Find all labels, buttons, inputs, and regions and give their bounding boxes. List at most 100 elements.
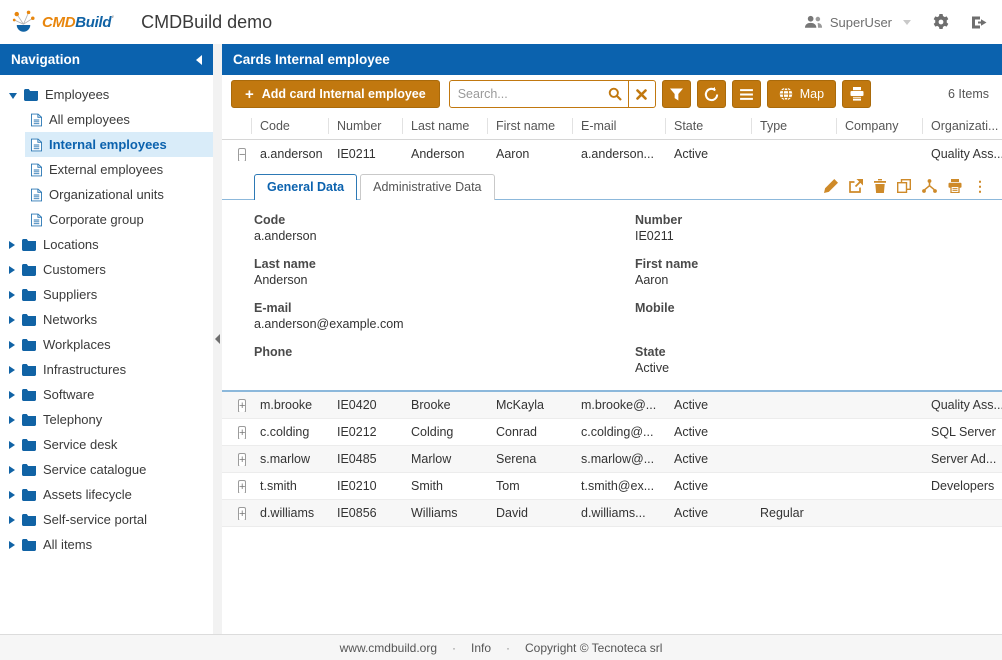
- sidebar-item-organizational-units[interactable]: Organizational units: [0, 182, 213, 207]
- grid-menu-button[interactable]: [731, 80, 761, 108]
- expand-row-icon[interactable]: +: [238, 426, 247, 439]
- sidebar-item-self-service-portal[interactable]: Self-service portal: [0, 507, 213, 532]
- print-button[interactable]: [842, 80, 872, 108]
- search-clear-button[interactable]: [629, 88, 655, 100]
- plus-icon: +: [245, 85, 254, 103]
- grid-header: Code Number Last name First name E-mail …: [222, 113, 1002, 140]
- caret-right-icon[interactable]: [9, 365, 15, 374]
- sidebar-item-telephony[interactable]: Telephony: [0, 407, 213, 432]
- table-row[interactable]: + c.colding IE0212 Colding Conrad c.cold…: [222, 419, 1002, 446]
- sidebar-item-service-catalogue[interactable]: Service catalogue: [0, 457, 213, 482]
- sidebar-collapse-icon[interactable]: [196, 54, 202, 65]
- main-panel: Cards Internal employee + Add card Inter…: [222, 44, 1002, 634]
- add-card-button[interactable]: + Add card Internal employee: [231, 80, 440, 108]
- column-email[interactable]: E-mail: [573, 118, 666, 134]
- expand-row-icon[interactable]: +: [238, 399, 247, 412]
- sidebar-item-internal-employees[interactable]: Internal employees: [25, 132, 213, 157]
- top-bar: CMDBuild' CMDBuild demo SuperUser: [0, 0, 1002, 44]
- caret-right-icon[interactable]: [9, 515, 15, 524]
- refresh-button[interactable]: [696, 80, 726, 108]
- sidebar-item-suppliers[interactable]: Suppliers: [0, 282, 213, 307]
- delete-card-button[interactable]: [874, 179, 886, 193]
- class-icon: [31, 138, 42, 152]
- column-type[interactable]: Type: [752, 118, 837, 134]
- more-actions-button[interactable]: ⋮: [973, 178, 987, 194]
- trash-icon: [874, 179, 886, 193]
- caret-right-icon[interactable]: [9, 340, 15, 349]
- tab-administrative-data[interactable]: Administrative Data: [360, 174, 495, 200]
- caret-right-icon[interactable]: [9, 240, 15, 249]
- map-button[interactable]: Map: [766, 80, 837, 108]
- footer-link-website[interactable]: www.cmdbuild.org: [339, 640, 437, 655]
- tab-general-data[interactable]: General Data: [254, 174, 358, 200]
- caret-right-icon[interactable]: [9, 490, 15, 499]
- navigation-header: Navigation: [0, 44, 213, 75]
- sidebar-item-all-items[interactable]: All items: [0, 532, 213, 557]
- caret-right-icon[interactable]: [9, 290, 15, 299]
- table-row[interactable]: + s.marlow IE0485 Marlow Serena s.marlow…: [222, 446, 1002, 473]
- caret-right-icon[interactable]: [9, 415, 15, 424]
- pencil-icon: [824, 179, 838, 193]
- column-code[interactable]: Code: [252, 118, 329, 134]
- table-row[interactable]: + m.brooke IE0420 Brooke McKayla m.brook…: [222, 392, 1002, 419]
- column-last-name[interactable]: Last name: [403, 118, 488, 134]
- sidebar-item-software[interactable]: Software: [0, 382, 213, 407]
- sidebar-item-external-employees[interactable]: External employees: [0, 157, 213, 182]
- column-number[interactable]: Number: [329, 118, 403, 134]
- column-company[interactable]: Company: [837, 118, 923, 134]
- search-input[interactable]: [449, 87, 602, 101]
- clone-card-button[interactable]: [897, 179, 911, 193]
- caret-right-icon[interactable]: [9, 265, 15, 274]
- splitter-collapse-icon[interactable]: [215, 334, 220, 344]
- sidebar-item-all-employees[interactable]: All employees: [0, 107, 213, 132]
- sidebar-item-corporate-group[interactable]: Corporate group: [0, 207, 213, 232]
- search-submit-button[interactable]: [602, 87, 628, 101]
- grid-empty-area: [222, 527, 1002, 634]
- column-state[interactable]: State: [666, 118, 752, 134]
- footer-link-info[interactable]: Info: [471, 640, 492, 655]
- sidebar-item-customers[interactable]: Customers: [0, 257, 213, 282]
- caret-right-icon[interactable]: [9, 465, 15, 474]
- folder-icon: [22, 513, 36, 526]
- sidebar-item-infrastructures[interactable]: Infrastructures: [0, 357, 213, 382]
- edit-card-button[interactable]: [824, 179, 838, 193]
- caret-right-icon[interactable]: [9, 315, 15, 324]
- table-row[interactable]: + d.williams IE0856 Williams David d.wil…: [222, 500, 1002, 527]
- column-organization[interactable]: Organizati...: [931, 119, 999, 133]
- logout-button[interactable]: [971, 15, 988, 30]
- cards-header: Cards Internal employee: [222, 44, 1002, 75]
- sidebar-item-networks[interactable]: Networks: [0, 307, 213, 332]
- user-group-icon: [804, 15, 822, 28]
- expand-row-icon[interactable]: +: [238, 507, 247, 520]
- user-menu[interactable]: SuperUser: [804, 15, 911, 30]
- sidebar-item-locations[interactable]: Locations: [0, 232, 213, 257]
- open-card-window-button[interactable]: [849, 179, 863, 193]
- settings-button[interactable]: [933, 14, 949, 30]
- relations-graph-button[interactable]: [922, 179, 937, 193]
- card-form: Code a.anderson Number IE0211 Last name …: [222, 200, 1002, 390]
- filter-button[interactable]: [661, 80, 691, 108]
- cmdbuild-logo[interactable]: CMDBuild': [10, 9, 113, 36]
- sidebar-splitter[interactable]: [213, 44, 222, 634]
- sidebar-item-workplaces[interactable]: Workplaces: [0, 332, 213, 357]
- caret-right-icon[interactable]: [9, 390, 15, 399]
- caret-right-icon[interactable]: [9, 440, 15, 449]
- table-row[interactable]: − a.anderson IE0211 Anderson Aaron a.and…: [238, 146, 1002, 161]
- expand-row-icon[interactable]: +: [238, 480, 247, 493]
- print-card-button[interactable]: [948, 179, 962, 193]
- caret-right-icon[interactable]: [9, 540, 15, 549]
- top-right-controls: SuperUser: [804, 14, 988, 30]
- gear-icon: [933, 14, 949, 29]
- card-detail-panel: General Data Administrative Data: [222, 167, 1002, 392]
- logout-icon: [972, 16, 987, 28]
- sidebar-item-assets-lifecycle[interactable]: Assets lifecycle: [0, 482, 213, 507]
- folder-icon: [22, 538, 36, 551]
- field-email: E-mail a.anderson@example.com: [254, 301, 404, 331]
- caret-down-icon[interactable]: [9, 92, 17, 99]
- column-first-name[interactable]: First name: [488, 118, 573, 134]
- table-row[interactable]: + t.smith IE0210 Smith Tom t.smith@ex...…: [222, 473, 1002, 500]
- sidebar-item-employees[interactable]: Employees: [0, 82, 213, 107]
- collapse-row-icon[interactable]: −: [238, 147, 247, 161]
- sidebar-item-service-desk[interactable]: Service desk: [0, 432, 213, 457]
- expand-row-icon[interactable]: +: [238, 453, 247, 466]
